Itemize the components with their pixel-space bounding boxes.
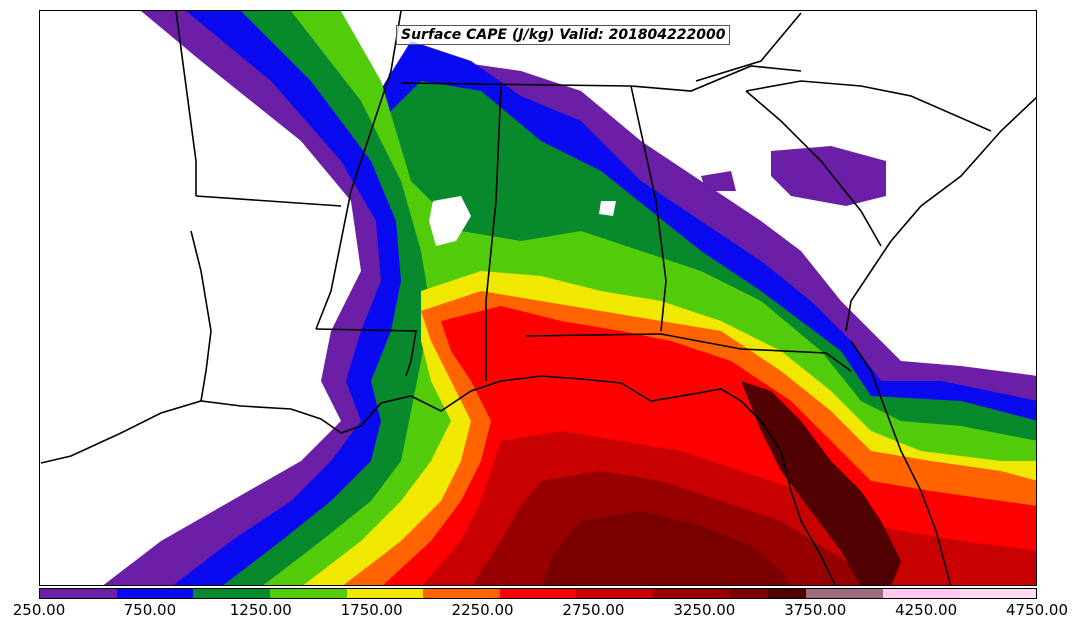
colorbar-tick-label: 3250.00 xyxy=(673,601,736,619)
cape-contour-map xyxy=(40,11,1036,585)
state-line-ms-river xyxy=(315,11,402,330)
colorbar xyxy=(39,588,1037,599)
colorbar-segment xyxy=(423,589,462,598)
cape-patch-sc xyxy=(771,146,886,206)
colorbar-segment xyxy=(40,589,79,598)
colorbar-segment xyxy=(576,589,615,598)
state-line-la-ms-south xyxy=(315,328,417,377)
state-line-fl-north xyxy=(525,333,852,372)
cape-patch-ga xyxy=(701,171,736,191)
colorbar-segment xyxy=(308,589,347,598)
gulf-coastline xyxy=(40,375,836,585)
colorbar-tick-label: 1750.00 xyxy=(340,601,403,619)
state-line-ok-ar xyxy=(175,11,197,196)
colorbar-segment xyxy=(346,589,385,598)
colorbar-segment xyxy=(882,589,922,598)
colorbar-segment xyxy=(269,589,309,598)
florida-east-coast xyxy=(850,340,952,585)
colorbar-segment xyxy=(653,589,692,598)
cape-fill-layers xyxy=(103,11,1036,585)
colorbar-segment xyxy=(806,589,845,598)
colorbar-tick-label: 2750.00 xyxy=(562,601,625,619)
colorbar-segment xyxy=(193,589,232,598)
map-title: Surface CAPE (J/kg) Valid: 201804222000 xyxy=(396,25,731,45)
state-line-tn-south xyxy=(400,65,802,92)
atlantic-coastline xyxy=(845,96,1036,332)
state-line-al-ga xyxy=(630,85,667,332)
colorbar-segment xyxy=(959,589,998,598)
map-panel: Surface CAPE (J/kg) Valid: 201804222000 xyxy=(39,10,1037,586)
colorbar-tick-label: 250.00 xyxy=(12,601,66,619)
cape-gap-al xyxy=(599,201,616,216)
colorbar-segment xyxy=(78,589,117,598)
colorbar-segment xyxy=(384,589,424,598)
colorbar-segment xyxy=(997,589,1037,598)
state-line-ar-tx xyxy=(195,195,342,207)
colorbar-tick-label: 4750.00 xyxy=(1005,601,1069,619)
colorbar-tick-label: 1250.00 xyxy=(229,601,292,619)
colorbar-segment xyxy=(614,589,653,598)
colorbar-tick-label: 2250.00 xyxy=(451,601,514,619)
colorbar-tick-label: 3750.00 xyxy=(784,601,847,619)
colorbar-segment xyxy=(844,589,883,598)
boundaries xyxy=(40,11,1036,585)
colorbar-segment xyxy=(116,589,155,598)
colorbar-segment xyxy=(767,589,807,598)
colorbar-tick-label: 750.00 xyxy=(123,601,177,619)
colorbar-tick-label: 4250.00 xyxy=(895,601,958,619)
colorbar-segment xyxy=(231,589,270,598)
state-line-ms-al xyxy=(485,85,502,381)
cape-florida-core xyxy=(741,381,901,585)
colorbar-segment xyxy=(461,589,500,598)
colorbar-segment xyxy=(499,589,539,598)
colorbar-segment xyxy=(154,589,194,598)
cape-layer-3000 xyxy=(541,511,790,585)
state-line-nc-sc xyxy=(745,80,992,132)
colorbar-segment xyxy=(729,589,768,598)
colorbar-segment xyxy=(691,589,730,598)
state-line-nc-north xyxy=(695,12,802,82)
state-line-ga-sc xyxy=(745,90,882,247)
cape-gap-ms xyxy=(429,196,471,246)
colorbar-tick-labels: 250.00 750.00 1250.00 1750.00 2250.00 2750.00… xyxy=(0,601,1081,625)
colorbar-segment xyxy=(921,589,960,598)
colorbar-segment xyxy=(538,589,577,598)
state-line-tx-la xyxy=(190,230,212,402)
